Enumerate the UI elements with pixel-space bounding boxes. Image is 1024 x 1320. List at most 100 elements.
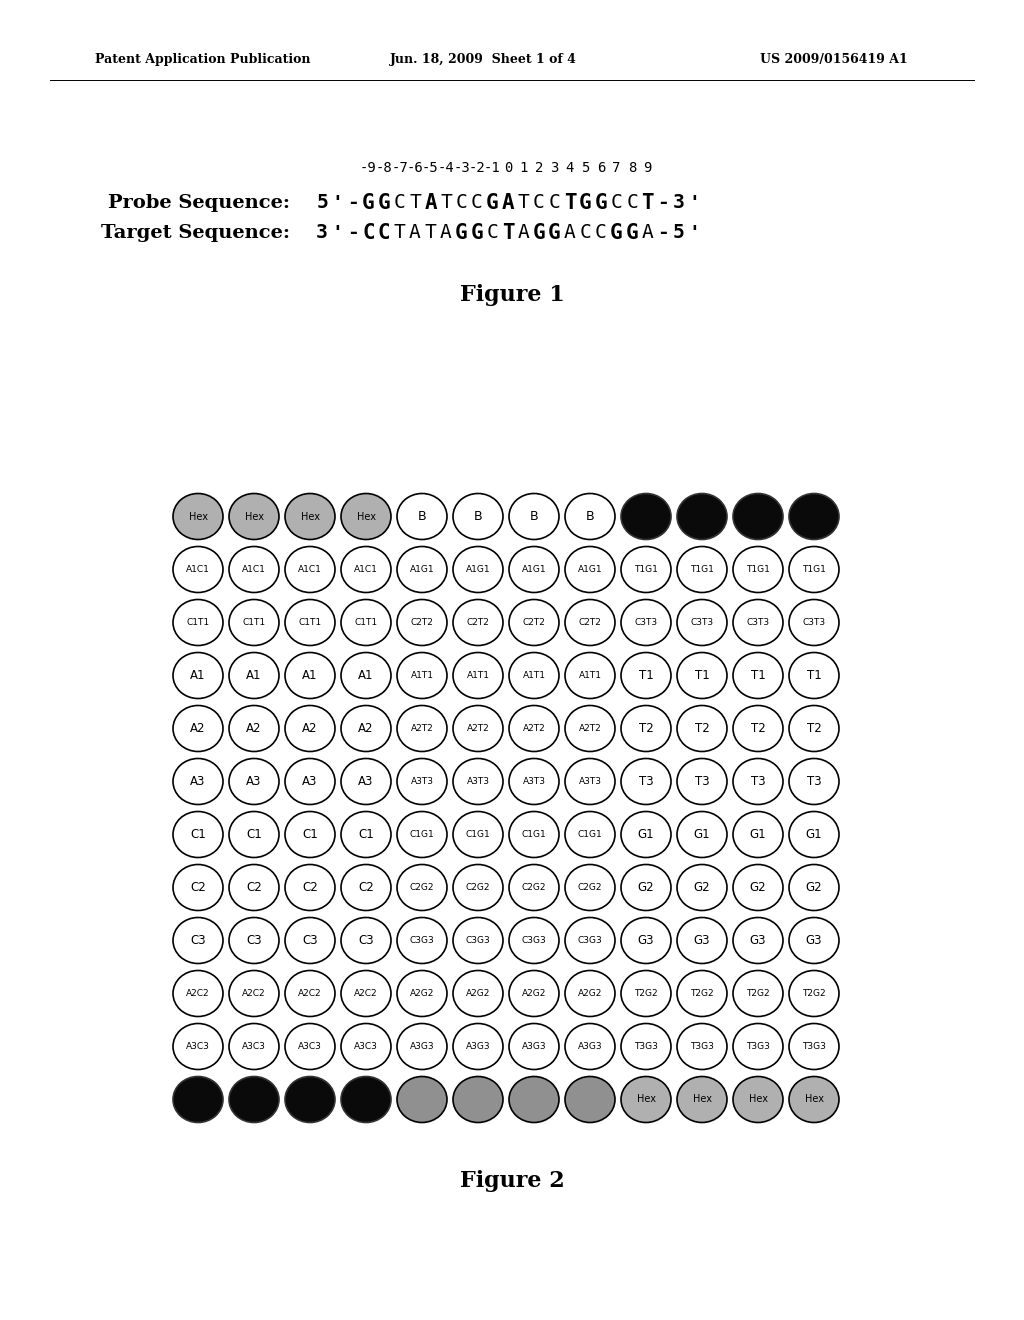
- Text: T3G3: T3G3: [802, 1041, 826, 1051]
- Ellipse shape: [677, 759, 727, 804]
- Ellipse shape: [453, 705, 503, 751]
- Text: C1T1: C1T1: [354, 618, 378, 627]
- Ellipse shape: [790, 917, 839, 964]
- Ellipse shape: [733, 546, 783, 593]
- Text: T2: T2: [639, 722, 653, 735]
- Text: T2G2: T2G2: [802, 989, 825, 998]
- Text: C3: C3: [246, 935, 262, 946]
- Ellipse shape: [733, 1023, 783, 1069]
- Ellipse shape: [173, 652, 223, 698]
- Text: C2T2: C2T2: [467, 618, 489, 627]
- Text: A1T1: A1T1: [522, 671, 546, 680]
- Ellipse shape: [677, 494, 727, 540]
- Ellipse shape: [173, 1077, 223, 1122]
- Text: C1G1: C1G1: [466, 830, 490, 840]
- Ellipse shape: [677, 546, 727, 593]
- Text: T: T: [563, 193, 577, 213]
- Text: -: -: [347, 223, 358, 243]
- Text: G3: G3: [693, 935, 711, 946]
- Ellipse shape: [341, 917, 391, 964]
- Text: T1G1: T1G1: [690, 565, 714, 574]
- Text: G1: G1: [806, 828, 822, 841]
- Ellipse shape: [621, 970, 671, 1016]
- Ellipse shape: [790, 865, 839, 911]
- Ellipse shape: [733, 494, 783, 540]
- Text: A1G1: A1G1: [578, 565, 602, 574]
- Text: A1G1: A1G1: [521, 565, 547, 574]
- Ellipse shape: [173, 599, 223, 645]
- Text: C3: C3: [302, 935, 317, 946]
- Text: C: C: [595, 223, 607, 243]
- Text: Hex: Hex: [637, 1094, 655, 1105]
- Ellipse shape: [565, 494, 615, 540]
- Text: A1T1: A1T1: [467, 671, 489, 680]
- Text: C1: C1: [190, 828, 206, 841]
- Text: A2G2: A2G2: [466, 989, 490, 998]
- Text: T2: T2: [807, 722, 821, 735]
- Text: A1T1: A1T1: [579, 671, 601, 680]
- Text: A: A: [517, 223, 529, 243]
- Ellipse shape: [173, 917, 223, 964]
- Text: A3T3: A3T3: [411, 777, 433, 785]
- Ellipse shape: [621, 812, 671, 858]
- Ellipse shape: [341, 759, 391, 804]
- Ellipse shape: [790, 599, 839, 645]
- Ellipse shape: [565, 759, 615, 804]
- Text: C1G1: C1G1: [578, 830, 602, 840]
- Ellipse shape: [677, 970, 727, 1016]
- Ellipse shape: [173, 546, 223, 593]
- Ellipse shape: [453, 812, 503, 858]
- Text: A1G1: A1G1: [466, 565, 490, 574]
- Ellipse shape: [397, 865, 447, 911]
- Text: C1: C1: [246, 828, 262, 841]
- Text: 3: 3: [673, 194, 684, 213]
- Text: -8: -8: [376, 161, 392, 176]
- Ellipse shape: [173, 759, 223, 804]
- Text: A3C3: A3C3: [298, 1041, 322, 1051]
- Ellipse shape: [229, 1023, 279, 1069]
- Text: G3: G3: [750, 935, 766, 946]
- Ellipse shape: [453, 546, 503, 593]
- Ellipse shape: [229, 917, 279, 964]
- Ellipse shape: [565, 705, 615, 751]
- Ellipse shape: [285, 705, 335, 751]
- Text: C2G2: C2G2: [578, 883, 602, 892]
- Ellipse shape: [229, 494, 279, 540]
- Text: T3: T3: [639, 775, 653, 788]
- Text: G: G: [471, 223, 483, 243]
- Text: A1T1: A1T1: [411, 671, 433, 680]
- Text: C1: C1: [302, 828, 317, 841]
- Text: A3T3: A3T3: [579, 777, 601, 785]
- Ellipse shape: [733, 917, 783, 964]
- Text: ': ': [688, 223, 699, 243]
- Ellipse shape: [677, 917, 727, 964]
- Text: A3: A3: [247, 775, 262, 788]
- Text: Hex: Hex: [300, 511, 319, 521]
- Text: C3G3: C3G3: [578, 936, 602, 945]
- Text: T1: T1: [807, 669, 821, 682]
- Text: C1G1: C1G1: [521, 830, 547, 840]
- Text: A3T3: A3T3: [467, 777, 489, 785]
- Text: T2G2: T2G2: [746, 989, 770, 998]
- Text: C1: C1: [358, 828, 374, 841]
- Ellipse shape: [733, 812, 783, 858]
- Text: T: T: [410, 194, 421, 213]
- Ellipse shape: [509, 494, 559, 540]
- Ellipse shape: [397, 652, 447, 698]
- Text: A2: A2: [190, 722, 206, 735]
- Ellipse shape: [790, 1023, 839, 1069]
- Text: -7: -7: [391, 161, 408, 176]
- Text: G: G: [486, 193, 499, 213]
- Text: C: C: [534, 194, 545, 213]
- Ellipse shape: [341, 1023, 391, 1069]
- Text: -1: -1: [484, 161, 501, 176]
- Text: A3: A3: [302, 775, 317, 788]
- Ellipse shape: [397, 705, 447, 751]
- Ellipse shape: [509, 759, 559, 804]
- Text: A1G1: A1G1: [410, 565, 434, 574]
- Text: A3C3: A3C3: [242, 1041, 266, 1051]
- Text: Figure 1: Figure 1: [460, 284, 564, 306]
- Ellipse shape: [509, 652, 559, 698]
- Text: A3C3: A3C3: [354, 1041, 378, 1051]
- Text: C1T1: C1T1: [298, 618, 322, 627]
